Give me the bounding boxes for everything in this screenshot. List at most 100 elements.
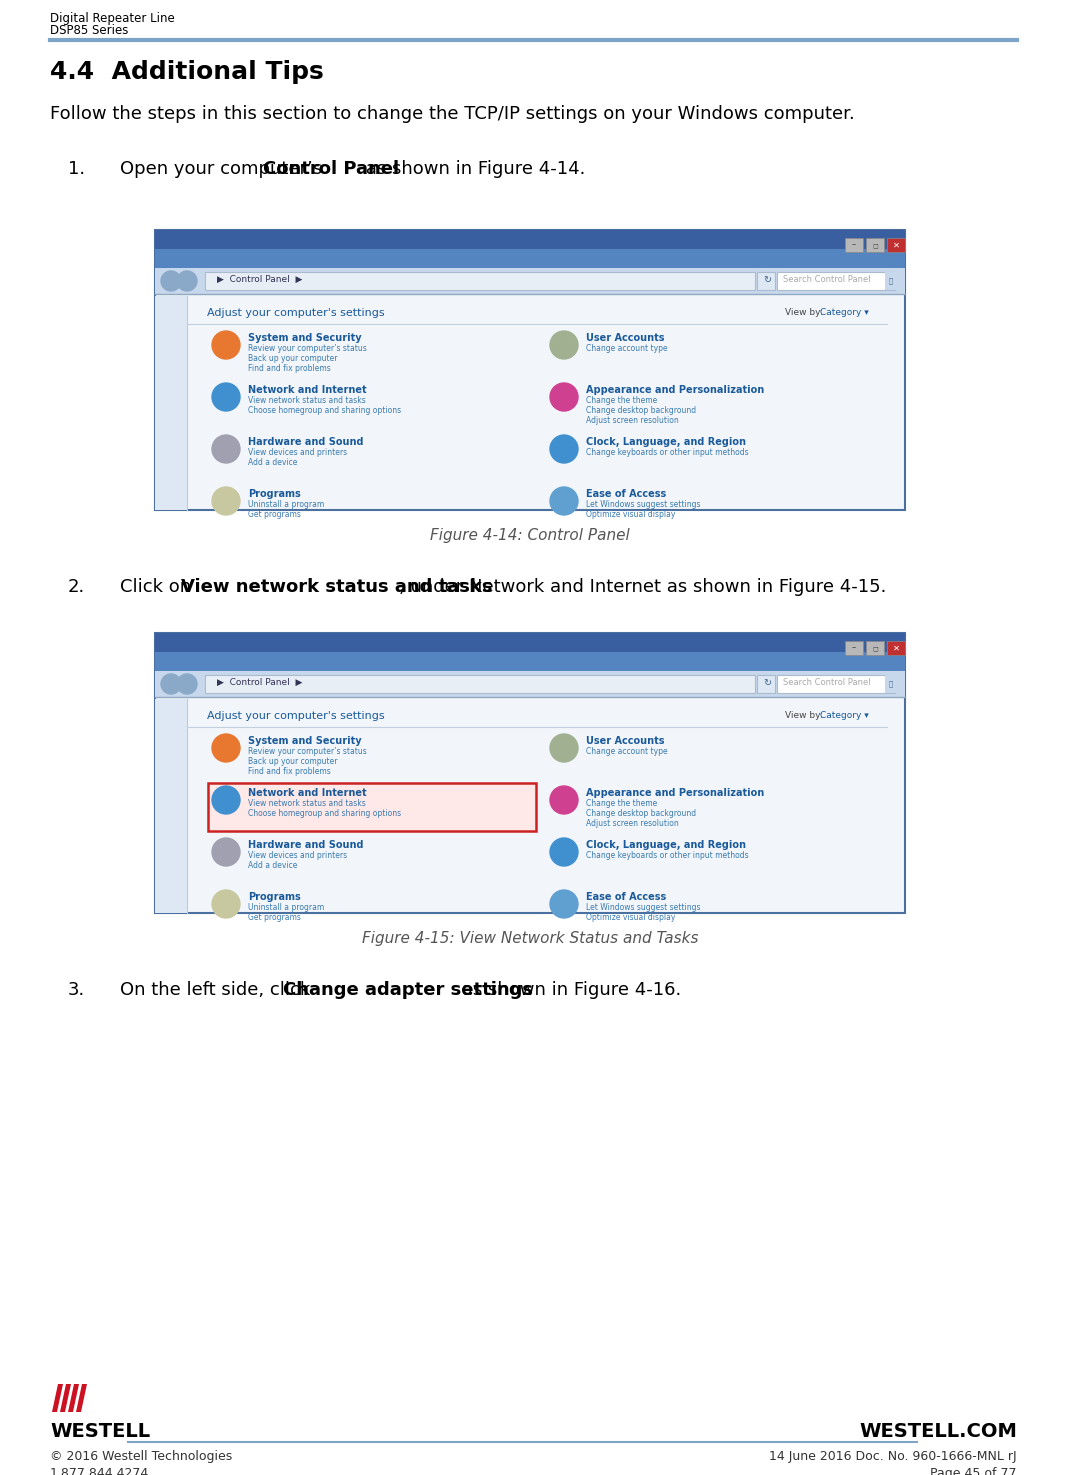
Text: Programs: Programs — [248, 490, 301, 499]
Circle shape — [177, 674, 197, 695]
Text: Add a device: Add a device — [248, 861, 298, 870]
Text: Let Windows suggest settings: Let Windows suggest settings — [586, 500, 701, 509]
Text: View network status and tasks: View network status and tasks — [248, 395, 366, 406]
Text: 1.877.844.4274: 1.877.844.4274 — [50, 1468, 149, 1475]
Bar — [887, 642, 905, 655]
Text: , under Network and Internet as shown in Figure 4-15.: , under Network and Internet as shown in… — [399, 578, 886, 596]
Text: Change account type: Change account type — [586, 746, 668, 757]
Text: ↻: ↻ — [763, 274, 771, 285]
Bar — [155, 633, 905, 913]
Text: Category ▾: Category ▾ — [821, 308, 869, 317]
Polygon shape — [68, 1384, 79, 1412]
Bar — [885, 271, 897, 291]
Text: Category ▾: Category ▾ — [821, 711, 869, 720]
Circle shape — [212, 889, 240, 917]
Text: Review your computer’s status: Review your computer’s status — [248, 344, 367, 353]
Text: Find and fix problems: Find and fix problems — [248, 767, 331, 776]
Text: 🔍: 🔍 — [889, 277, 893, 283]
Bar — [777, 676, 895, 693]
Bar — [757, 271, 775, 291]
Text: Search Control Panel: Search Control Panel — [783, 274, 871, 285]
Text: 3.: 3. — [68, 981, 85, 999]
Text: 1.: 1. — [68, 159, 85, 178]
Bar — [155, 230, 905, 510]
Text: Adjust your computer's settings: Adjust your computer's settings — [207, 308, 384, 319]
Bar — [777, 271, 895, 291]
Circle shape — [550, 330, 578, 358]
Bar — [866, 642, 883, 655]
Bar — [885, 676, 897, 693]
Bar — [205, 676, 755, 693]
Bar — [155, 671, 905, 698]
Text: View devices and printers: View devices and printers — [248, 851, 347, 860]
Text: Change desktop background: Change desktop background — [586, 406, 696, 414]
Text: WESTELL.COM: WESTELL.COM — [859, 1422, 1017, 1441]
Text: 14 June 2016 Doc. No. 960-1666-MNL rJ: 14 June 2016 Doc. No. 960-1666-MNL rJ — [769, 1450, 1017, 1463]
Text: Review your computer’s status: Review your computer’s status — [248, 746, 367, 757]
Text: Find and fix problems: Find and fix problems — [248, 364, 331, 373]
Text: 4.4  Additional Tips: 4.4 Additional Tips — [50, 60, 323, 84]
Text: –: – — [851, 240, 856, 249]
Bar — [155, 633, 905, 652]
Text: Change keyboards or other input methods: Change keyboards or other input methods — [586, 448, 749, 457]
Circle shape — [212, 384, 240, 412]
Bar — [866, 237, 883, 252]
Text: Uninstall a program: Uninstall a program — [248, 500, 324, 509]
Text: Change account type: Change account type — [586, 344, 668, 353]
Circle shape — [212, 838, 240, 866]
Text: Change the theme: Change the theme — [586, 799, 657, 808]
Text: Change desktop background: Change desktop background — [586, 808, 696, 819]
Text: Network and Internet: Network and Internet — [248, 385, 367, 395]
Circle shape — [550, 889, 578, 917]
Text: Get programs: Get programs — [248, 913, 301, 922]
Text: Back up your computer: Back up your computer — [248, 757, 337, 766]
Bar — [845, 642, 863, 655]
Text: View by:: View by: — [785, 308, 823, 317]
Text: ◻: ◻ — [872, 242, 878, 248]
Text: Adjust your computer's settings: Adjust your computer's settings — [207, 711, 384, 721]
Bar — [887, 237, 905, 252]
Text: Programs: Programs — [248, 892, 301, 903]
Text: Clock, Language, and Region: Clock, Language, and Region — [586, 437, 746, 447]
Text: Change the theme: Change the theme — [586, 395, 657, 406]
Bar — [155, 652, 905, 671]
Text: 🔍: 🔍 — [889, 680, 893, 686]
Circle shape — [212, 435, 240, 463]
Text: ▶  Control Panel  ▶: ▶ Control Panel ▶ — [217, 678, 302, 687]
Bar — [208, 783, 536, 830]
Bar — [155, 249, 905, 268]
Bar — [845, 237, 863, 252]
Text: as shown in Figure 4-16.: as shown in Figure 4-16. — [456, 981, 681, 999]
Text: On the left side, click: On the left side, click — [120, 981, 316, 999]
Text: 2.: 2. — [68, 578, 85, 596]
Text: Ease of Access: Ease of Access — [586, 490, 666, 499]
Circle shape — [550, 735, 578, 763]
Text: Optimize visual display: Optimize visual display — [586, 510, 675, 519]
Bar — [155, 230, 905, 249]
Text: ✕: ✕ — [892, 643, 899, 652]
Text: Figure 4-14: Control Panel: Figure 4-14: Control Panel — [430, 528, 630, 543]
Text: Digital Repeater Line: Digital Repeater Line — [50, 12, 175, 25]
Circle shape — [550, 435, 578, 463]
Text: ✕: ✕ — [892, 240, 899, 249]
Circle shape — [177, 271, 197, 291]
Text: View devices and printers: View devices and printers — [248, 448, 347, 457]
Text: Search Control Panel: Search Control Panel — [783, 678, 871, 687]
Text: Appearance and Personalization: Appearance and Personalization — [586, 385, 764, 395]
Text: ▶  Control Panel  ▶: ▶ Control Panel ▶ — [217, 274, 302, 285]
Polygon shape — [76, 1384, 87, 1412]
Text: Back up your computer: Back up your computer — [248, 354, 337, 363]
Text: Get programs: Get programs — [248, 510, 301, 519]
Text: User Accounts: User Accounts — [586, 333, 665, 344]
Text: Figure 4-15: View Network Status and Tasks: Figure 4-15: View Network Status and Tas… — [362, 931, 698, 945]
Text: Let Windows suggest settings: Let Windows suggest settings — [586, 903, 701, 912]
Text: Adjust screen resolution: Adjust screen resolution — [586, 416, 679, 425]
Text: Change keyboards or other input methods: Change keyboards or other input methods — [586, 851, 749, 860]
Polygon shape — [52, 1384, 63, 1412]
Circle shape — [212, 735, 240, 763]
Text: Change adapter settings: Change adapter settings — [283, 981, 534, 999]
Text: Click on: Click on — [120, 578, 197, 596]
Circle shape — [161, 271, 181, 291]
Text: Ease of Access: Ease of Access — [586, 892, 666, 903]
Bar — [155, 296, 187, 510]
